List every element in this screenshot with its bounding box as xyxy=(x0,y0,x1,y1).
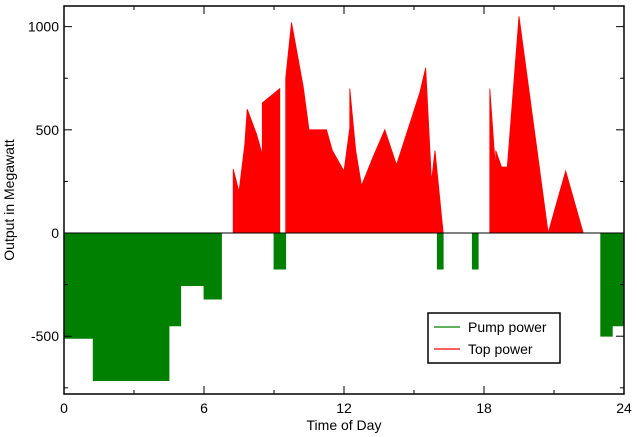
legend-label-pump-power: Pump power xyxy=(468,319,547,335)
series-top-power-area xyxy=(232,16,584,234)
y-tick-label: 1000 xyxy=(28,19,59,35)
x-tick-label: 18 xyxy=(476,400,492,416)
x-tick-label: 6 xyxy=(200,400,208,416)
legend: Pump power Top power xyxy=(427,312,561,364)
ticks-layer: 0 6 12 18 24 -500 0 500 1000 xyxy=(28,6,632,416)
legend-label-top-power: Top power xyxy=(468,341,533,357)
x-axis-label: Time of Day xyxy=(307,417,382,433)
x-tick-label: 24 xyxy=(616,400,632,416)
y-tick-label: 500 xyxy=(36,122,60,138)
x-tick-label: 0 xyxy=(60,400,68,416)
x-tick-label: 12 xyxy=(336,400,352,416)
y-axis-label: Output in Megawatt xyxy=(1,139,17,261)
y-tick-label: 0 xyxy=(51,225,59,241)
y-tick-label: -500 xyxy=(31,328,59,344)
legend-box xyxy=(427,312,561,364)
